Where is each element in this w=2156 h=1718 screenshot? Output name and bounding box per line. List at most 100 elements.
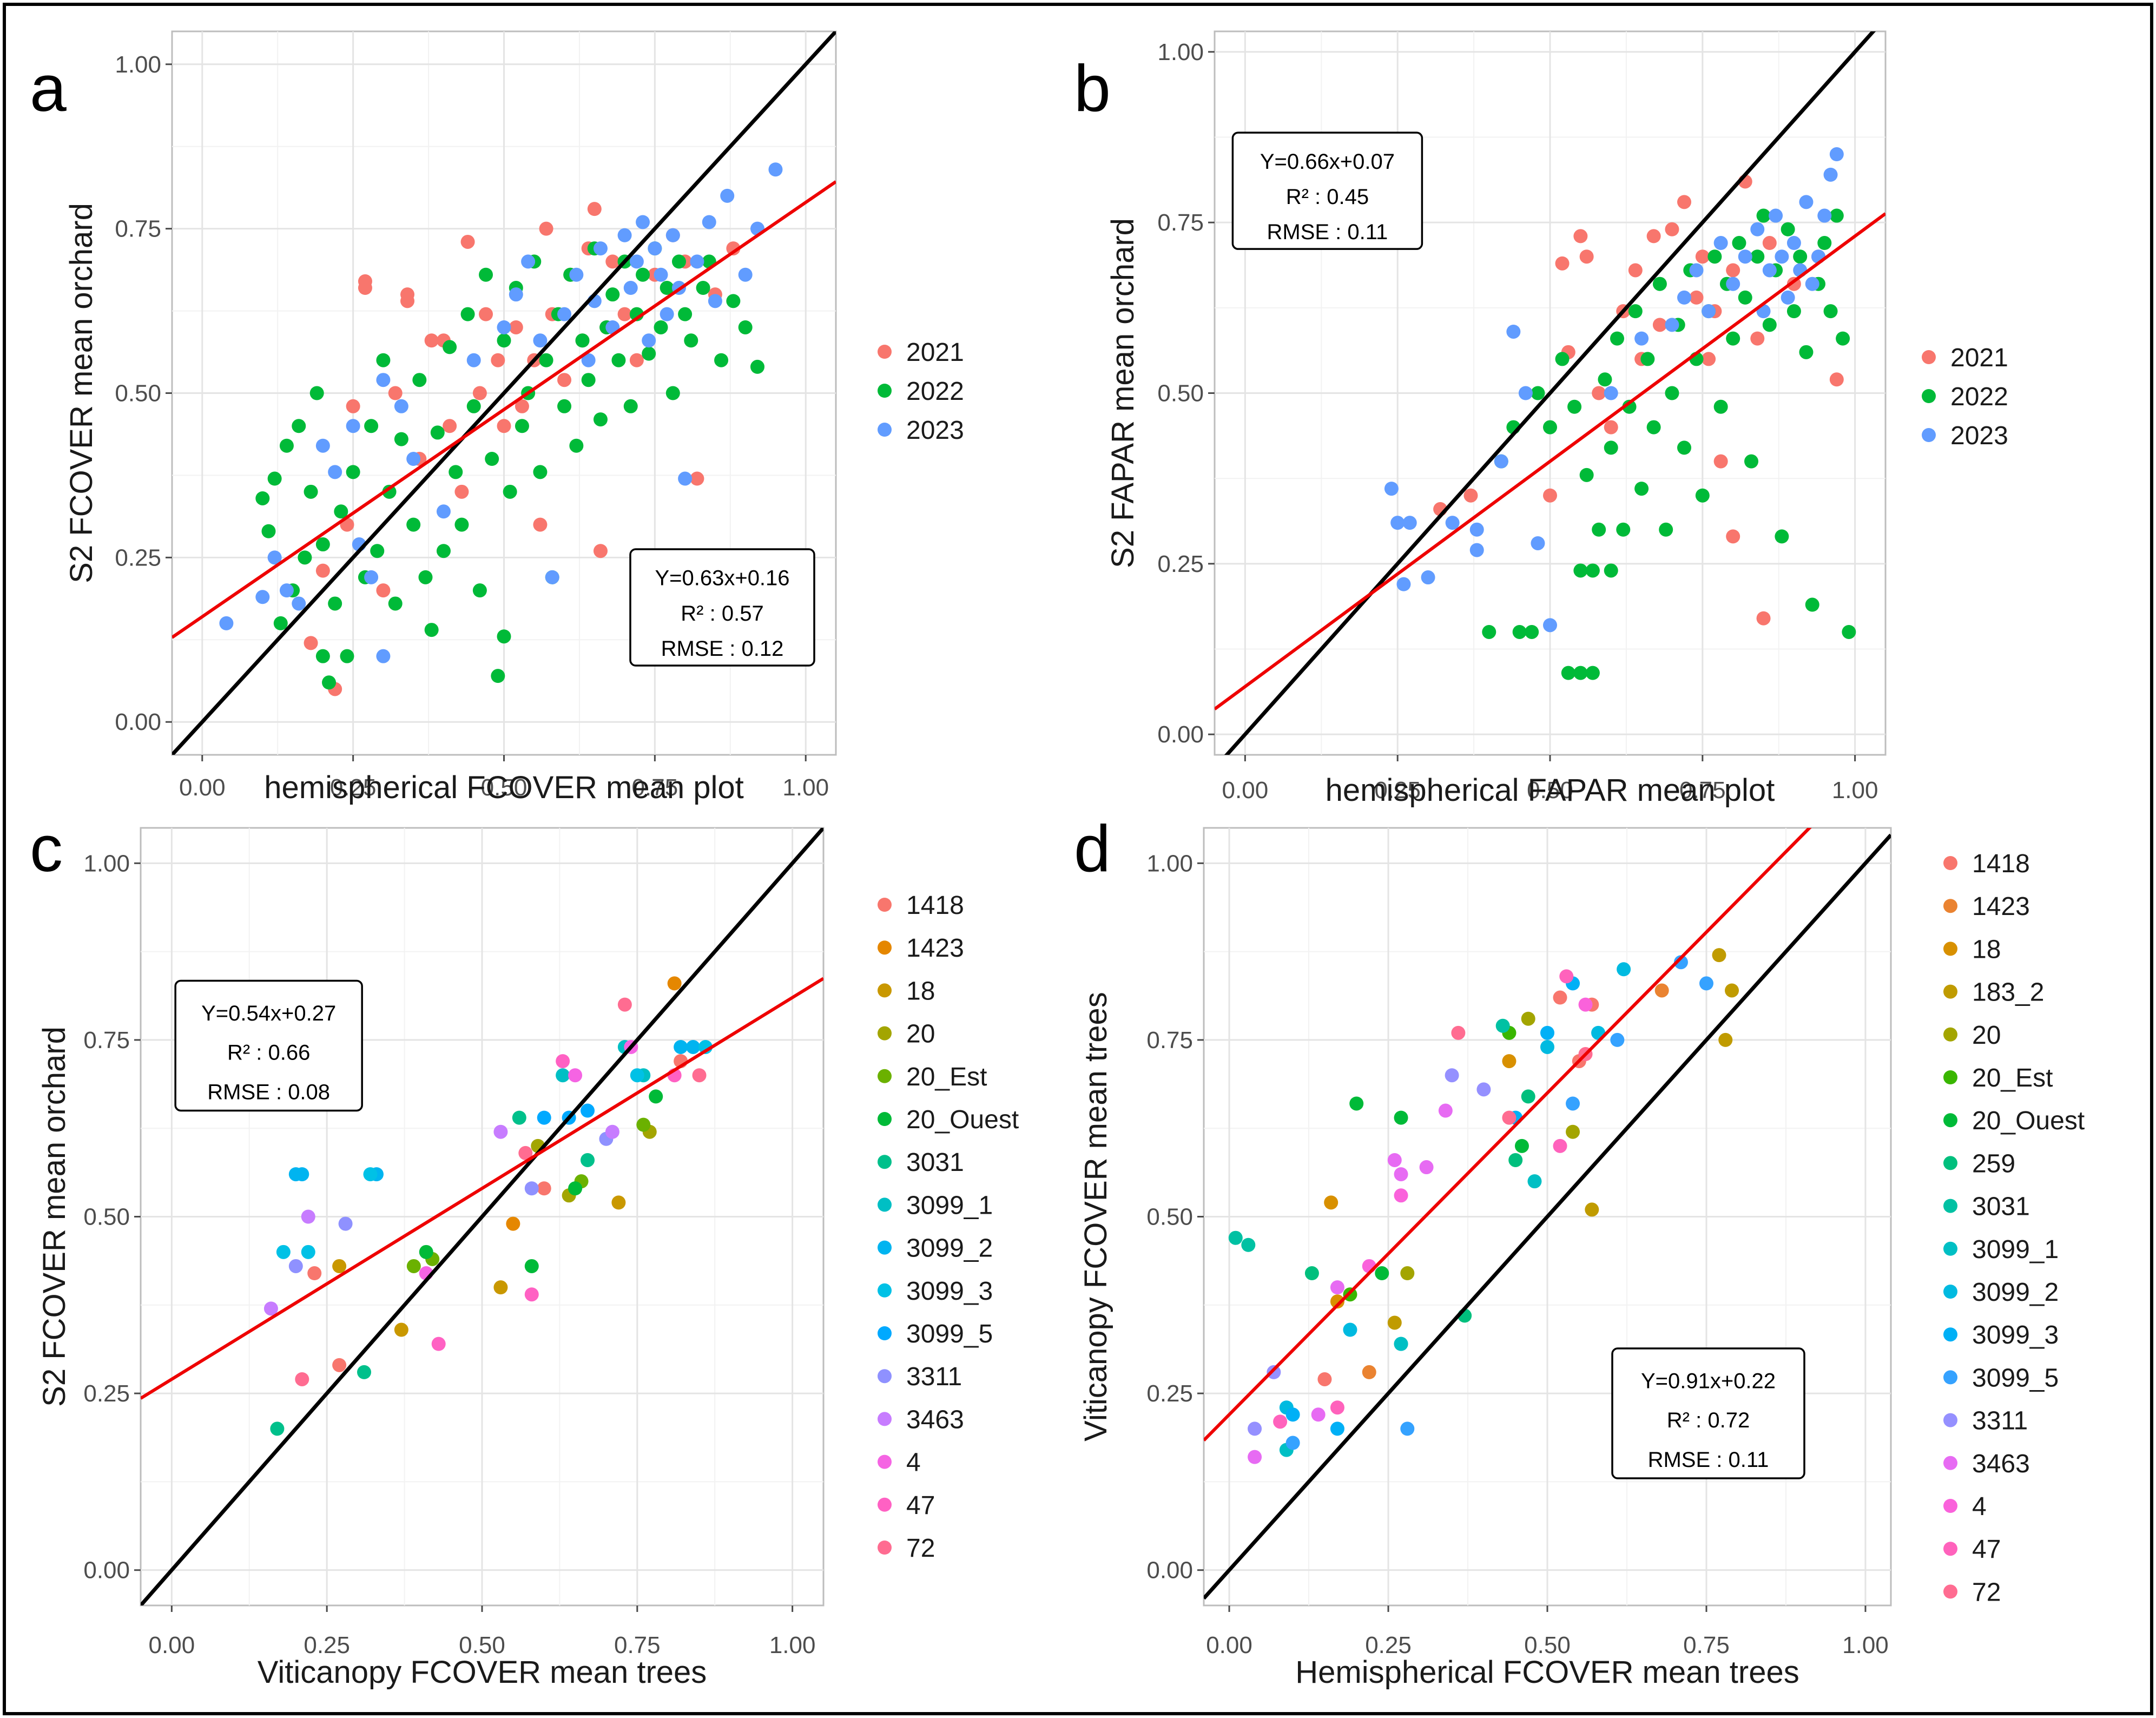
data-point-2023 (533, 333, 548, 348)
data-point-18 (611, 1195, 626, 1210)
data-point-2023 (521, 254, 536, 269)
data-point-2021 (388, 386, 403, 400)
panel-c: 0.00 0.25 0.50 0.75 1.00 0.00 0.25 0.50 0.75 1.00… (30, 812, 1019, 1690)
panel-a: 0.00 0.25 0.50 0.75 1.00 0.00 0.25 0.50 0.75 1.00… (30, 30, 964, 805)
data-point-1423 (1362, 1365, 1376, 1379)
equation-line: R² : 0.45 (1286, 185, 1369, 209)
data-point-2021 (1677, 195, 1691, 209)
data-point-3099_1 (1527, 1174, 1542, 1189)
data-point-3099_5 (537, 1110, 551, 1125)
data-point-2022 (1762, 318, 1777, 332)
data-point-2021 (424, 333, 439, 348)
data-point-3031 (1228, 1230, 1243, 1245)
data-point-2023 (406, 452, 421, 466)
data-point-2023 (642, 333, 656, 348)
data-point-2022 (1482, 624, 1496, 639)
data-point-2023 (1726, 277, 1740, 291)
data-point-3099_1 (556, 1068, 570, 1083)
legend-label: 20_Est (1972, 1064, 2053, 1092)
data-point-2022 (581, 373, 596, 387)
data-point-2022 (1750, 249, 1765, 264)
data-point-2023 (648, 241, 662, 256)
data-point-2022 (1665, 386, 1679, 400)
y-tick-label: 0.75 (1146, 1027, 1193, 1054)
data-point-2022 (273, 616, 288, 630)
data-point-3099_5 (1610, 1032, 1625, 1047)
legend-key (1922, 389, 1936, 403)
data-point-2021 (1762, 236, 1777, 251)
data-point-72 (692, 1068, 707, 1083)
legend-key (1943, 1027, 1957, 1042)
data-point-2021 (479, 307, 493, 321)
data-point-3463 (301, 1209, 315, 1224)
legend-label: 3311 (906, 1362, 962, 1391)
y-tick-label: 0.50 (1146, 1204, 1193, 1230)
data-point-2022 (479, 267, 493, 282)
legend-key (1943, 942, 1957, 956)
data-point-2023 (1390, 516, 1405, 530)
legend-label: 3099_3 (906, 1277, 993, 1306)
data-point-1423 (506, 1216, 520, 1231)
data-point-2021 (1665, 222, 1679, 236)
legend-key (1943, 1241, 1957, 1256)
data-point-2022 (1610, 331, 1624, 346)
legend: 2021 2022 2023 (878, 338, 964, 445)
legend-key (1943, 1199, 1957, 1213)
legend-label: 18 (906, 977, 935, 1005)
data-point-2023 (376, 373, 391, 387)
data-point-2022 (1573, 666, 1588, 680)
regression-line (1215, 212, 1885, 710)
data-point-2023 (315, 438, 330, 453)
data-point-2021 (690, 471, 704, 486)
data-point-2022 (636, 267, 650, 282)
data-point-3099_5 (1566, 1096, 1580, 1111)
legend-key (878, 1112, 892, 1126)
data-point-2022 (654, 320, 668, 334)
scatter-points (1228, 948, 1739, 1464)
data-point-2021 (1573, 229, 1588, 243)
legend-label: 3099_1 (1972, 1235, 2059, 1264)
data-point-2021 (346, 399, 360, 413)
data-point-2023 (654, 267, 668, 282)
legend-label: 2022 (1950, 383, 2008, 411)
equation-box: Y=0.66x+0.07 R² : 0.45 RMSE : 0.11 (1231, 131, 1423, 250)
equation-box-frame (1231, 131, 1423, 250)
data-point-2023 (1531, 536, 1545, 550)
x-tick-label: 1.00 (769, 1632, 816, 1658)
trend-lines (1204, 828, 1891, 1600)
data-point-2022 (1579, 468, 1594, 482)
legend-key (878, 1541, 892, 1555)
data-point-2021 (443, 419, 457, 433)
regression-line (1204, 828, 1812, 1441)
data-point-2022 (1713, 399, 1728, 414)
data-point-2023 (1799, 195, 1814, 209)
legend-key (1943, 1113, 1957, 1128)
data-point-2022 (1592, 522, 1606, 537)
data-point-2021 (1726, 263, 1740, 278)
data-point-20 (1566, 1124, 1580, 1139)
data-point-2022 (660, 281, 674, 295)
data-point-2022 (1640, 352, 1655, 366)
data-point-3099_2 (1617, 962, 1631, 977)
data-point-2022 (255, 491, 270, 505)
data-point-1418 (307, 1266, 322, 1281)
data-point-18 (332, 1259, 347, 1273)
data-point-2021 (1756, 611, 1771, 626)
x-tick-label: 0.00 (149, 1632, 195, 1658)
legend-label: 3031 (1972, 1193, 2030, 1221)
data-point-2023 (1665, 318, 1679, 332)
data-point-3031 (1241, 1238, 1256, 1252)
panel-letter: b (1074, 51, 1111, 125)
legend-label: 18 (1972, 935, 2001, 964)
data-point-2022 (539, 353, 553, 367)
data-point-3463 (1248, 1450, 1262, 1464)
data-point-2022 (430, 425, 445, 440)
data-point-2021 (629, 353, 644, 367)
legend-key (1922, 350, 1936, 364)
data-point-2022 (261, 524, 276, 538)
equation-box-frame (174, 979, 363, 1112)
legend-key (1943, 899, 1957, 913)
equation-line: RMSE : 0.11 (1267, 220, 1388, 244)
equation-line: Y=0.66x+0.07 (1260, 150, 1395, 174)
data-point-2022 (1598, 372, 1612, 387)
